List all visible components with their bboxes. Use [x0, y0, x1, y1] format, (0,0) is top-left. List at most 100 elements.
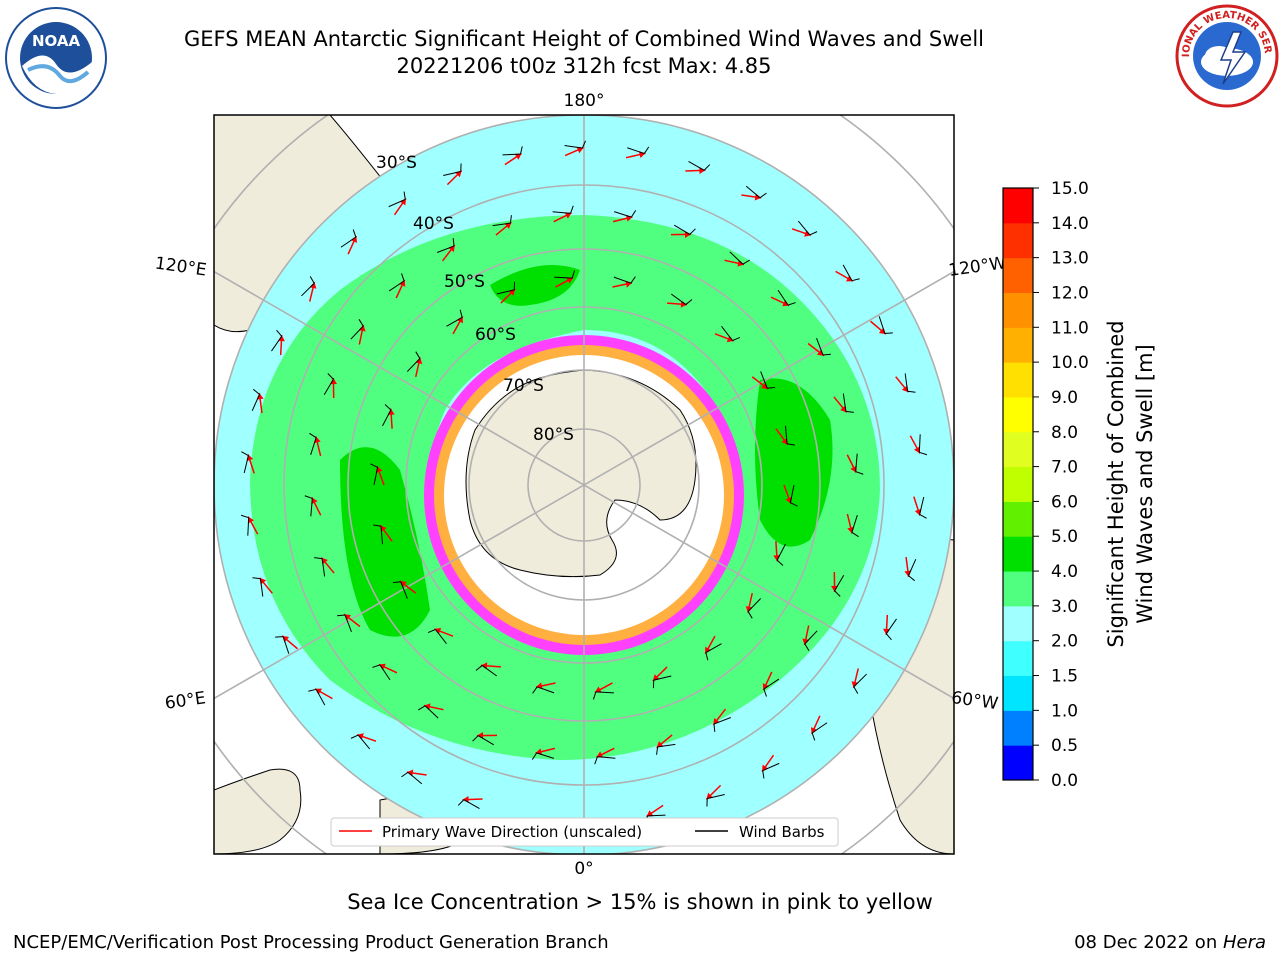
colorbar-tick-label: 11.0 — [1051, 318, 1089, 338]
wind-barb-staff — [382, 409, 392, 427]
wind-barb-feather — [370, 463, 378, 468]
wind-barb-feather — [907, 390, 916, 393]
wave-arrow-head — [564, 212, 572, 219]
wind-barb-feather — [732, 337, 741, 342]
wind-barb-feather — [509, 215, 512, 224]
graticule — [214, 115, 954, 854]
wind-barb-feather — [790, 502, 798, 507]
wind-barb-staff — [301, 282, 315, 297]
wind-barb-feather — [571, 270, 576, 279]
wind-barb-feather — [853, 686, 859, 694]
colorbar-segment — [1003, 571, 1033, 607]
wind-barb-staff — [816, 338, 824, 356]
lon-label-0: 0° — [574, 859, 593, 879]
colorbar-tick-label: 2.0 — [1051, 632, 1078, 652]
wind-barb-staff — [763, 678, 780, 690]
wind-barb-staff — [310, 498, 313, 517]
wave-arrow-head — [415, 357, 423, 364]
wind-barb-feather — [308, 688, 317, 692]
colorbar-segment — [1003, 466, 1033, 502]
wind-barb-feather — [834, 590, 841, 597]
colorbar-tick-label: 1.5 — [1051, 667, 1078, 687]
wind-barb-staff — [344, 614, 352, 632]
wind-barb-staff — [653, 675, 672, 681]
wind-barb-feather — [418, 705, 426, 711]
wind-barb-staff — [388, 198, 406, 208]
wind-barb-feather — [352, 229, 357, 238]
footer-credit: NCEP/EMC/Verification Post Processing Pr… — [13, 932, 609, 953]
chart-title: GEFS MEAN Antarctic Significant Height o… — [183, 27, 985, 51]
footer-date: 08 Dec 2022 on Hera — [1074, 932, 1266, 953]
colorbar-tick-label: 5.0 — [1051, 527, 1078, 547]
wind-barb-feather — [358, 319, 364, 327]
wind-barb-staff — [443, 170, 461, 176]
wind-barb-staff — [247, 517, 250, 536]
colorbar-segment — [1003, 327, 1033, 363]
wind-barb-feather — [452, 238, 455, 247]
wind-barb-staff — [435, 629, 447, 645]
wind-barb-staff — [554, 276, 573, 279]
wind-barb-feather — [767, 386, 776, 389]
wind-barb-feather — [581, 140, 586, 149]
wind-barb-staff — [705, 643, 722, 653]
wind-barb-feather — [373, 524, 382, 527]
wind-barb-staff — [614, 211, 632, 218]
wind-barb-staff — [670, 293, 687, 305]
colorbar-tick-label: 0.0 — [1051, 771, 1078, 791]
wind-barb-feather — [787, 302, 796, 306]
wind-barb-feather — [703, 164, 711, 171]
wind-barb-feather — [742, 259, 750, 265]
colorbar-segment — [1003, 501, 1033, 537]
wind-barb-staff — [536, 686, 555, 694]
wind-barb-staff — [797, 220, 811, 236]
colorbar-tick-label: 12.0 — [1051, 283, 1089, 303]
wind-barb-staff — [842, 393, 847, 412]
wind-barb-feather — [759, 192, 767, 199]
wind-barb-staff — [721, 325, 733, 341]
wind-barb-feather — [763, 688, 767, 697]
lat-label-40s: 40°S — [413, 214, 454, 234]
wind-barb-staff — [310, 437, 317, 455]
colorbar-label-line1: Significant Height of Combined — [1104, 320, 1128, 647]
wind-barb-feather — [685, 299, 693, 305]
wind-barb-feather — [531, 752, 538, 760]
wave-arrow-head — [309, 282, 317, 289]
wind-barb-feather — [314, 557, 323, 560]
wind-barb-feather — [475, 665, 483, 671]
wind-barb-staff — [380, 526, 384, 545]
colorbar-tick-label: 14.0 — [1051, 214, 1089, 234]
wind-barb-staff — [446, 317, 463, 327]
nws-logo: NATIONAL WEATHER SERVICE — [1175, 4, 1279, 108]
wind-barb-feather — [459, 309, 463, 318]
wind-barb-staff — [595, 691, 614, 694]
wind-barb-staff — [243, 455, 249, 474]
wind-barb-staff — [729, 251, 744, 265]
wind-barb-feather — [337, 614, 346, 617]
wind-barb-feather — [592, 691, 597, 700]
wind-barb-feather — [762, 770, 765, 779]
colorbar-tick-label: 13.0 — [1051, 249, 1089, 269]
noaa-logo: NOAA — [5, 7, 107, 109]
wind-barb-staff — [834, 575, 845, 592]
wave-arrow-head — [596, 751, 604, 758]
colorbar-segment — [1003, 257, 1033, 293]
wind-barb-feather — [908, 575, 915, 582]
colorbar-tick-label: 7.0 — [1051, 458, 1078, 478]
wind-barb-staff — [613, 276, 632, 284]
wind-barb-staff — [657, 743, 676, 748]
wind-barb-feather — [919, 451, 928, 456]
wind-barb-feather — [403, 191, 406, 200]
wind-barb-staff — [350, 325, 364, 340]
wind-barb-feather — [309, 432, 317, 439]
wind-barb-feather — [372, 664, 381, 668]
colorbar-segment — [1003, 292, 1033, 328]
wind-barb-staff — [904, 373, 909, 392]
noaa-logo-text: NOAA — [32, 32, 81, 50]
wave-arrow-head — [535, 682, 543, 690]
wind-barb-staff — [919, 496, 925, 515]
wind-barb-feather — [705, 652, 709, 661]
wind-barb-staff — [357, 734, 371, 750]
wind-barb-staff — [627, 147, 645, 155]
wind-barb-feather — [401, 273, 405, 282]
wind-barb-feather — [253, 388, 260, 395]
